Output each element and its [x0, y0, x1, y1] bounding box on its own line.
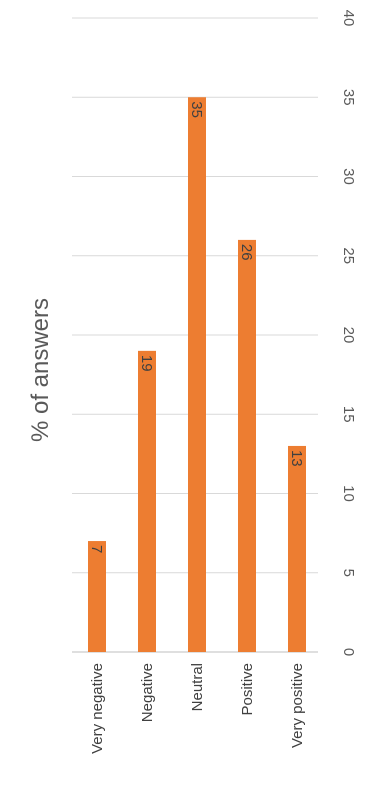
category-label: Very positive: [289, 663, 306, 748]
category-label: Negative: [139, 663, 156, 722]
value-tick-label: 40: [340, 10, 357, 27]
value-tick-label: 10: [340, 485, 357, 502]
data-label: 7: [88, 545, 105, 553]
value-tick-label: 20: [340, 327, 357, 344]
value-tick-label: 35: [340, 89, 357, 106]
data-label: 35: [188, 101, 205, 118]
data-label: 26: [238, 244, 255, 261]
bar: [88, 541, 106, 652]
bar: [188, 97, 206, 652]
category-label: Neutral: [189, 663, 206, 711]
category-label: Positive: [239, 663, 256, 716]
bar: [138, 350, 156, 652]
labels: 0 5 10 15 20 25 30 35 40 7 Very negative 19 Negative…: [88, 10, 357, 754]
value-tick-label: 15: [340, 406, 357, 423]
value-tick-label: 5: [340, 569, 357, 577]
data-label: 19: [138, 355, 155, 372]
bar: [238, 239, 256, 652]
category-label: Very negative: [89, 663, 106, 754]
bars: [88, 97, 306, 652]
bar: [288, 445, 306, 652]
value-tick-label: 25: [340, 247, 357, 264]
y-axis-title: % of answers: [27, 298, 54, 442]
value-tick-label: 30: [340, 168, 357, 185]
value-tick-label: 0: [340, 648, 357, 656]
data-label: 13: [288, 450, 305, 467]
